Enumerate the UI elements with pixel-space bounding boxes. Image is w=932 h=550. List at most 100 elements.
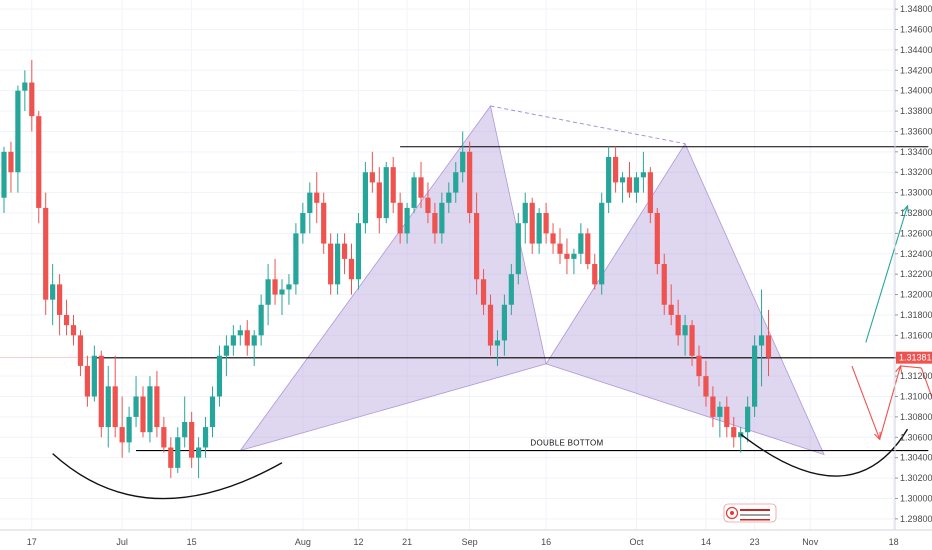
candle-body bbox=[15, 90, 21, 173]
candle-body bbox=[460, 151, 466, 173]
candle-body bbox=[43, 207, 49, 300]
candle bbox=[522, 192, 528, 244]
y-tick-label: 1.32200 bbox=[900, 269, 932, 279]
y-tick-label: 1.30600 bbox=[900, 432, 932, 442]
candle bbox=[98, 350, 104, 438]
y-tick-label: 1.31200 bbox=[900, 371, 932, 381]
down-path-arrow-segment[interactable] bbox=[851, 365, 880, 439]
harmonic-pattern-2 bbox=[545, 142, 825, 456]
candle bbox=[599, 192, 605, 295]
candle bbox=[335, 233, 341, 295]
candle bbox=[501, 294, 507, 356]
candle-body bbox=[29, 82, 35, 117]
right-bottom-arc[interactable] bbox=[740, 428, 909, 477]
candle bbox=[161, 416, 167, 453]
candle bbox=[105, 365, 111, 448]
candle-body bbox=[175, 437, 181, 468]
candle bbox=[717, 401, 723, 438]
candle bbox=[84, 355, 90, 407]
candle-body bbox=[613, 156, 619, 183]
drawings[interactable] bbox=[52, 206, 932, 504]
y-tick-label: 1.31600 bbox=[900, 330, 932, 340]
candle bbox=[147, 376, 153, 443]
annotations: DOUBLE BOTTOM bbox=[530, 438, 603, 447]
candle-body bbox=[105, 386, 111, 428]
candle-body bbox=[529, 202, 535, 244]
candle bbox=[696, 345, 702, 387]
candle bbox=[390, 156, 396, 214]
candle bbox=[619, 172, 626, 203]
candle-body bbox=[439, 202, 445, 234]
candle-body bbox=[376, 182, 382, 219]
x-tick-label: Aug bbox=[295, 537, 311, 547]
candle-body bbox=[154, 386, 160, 428]
x-tick-label: 16 bbox=[541, 537, 551, 547]
candle bbox=[216, 345, 223, 407]
candle-body bbox=[689, 325, 695, 356]
candle-body bbox=[494, 340, 501, 346]
candle bbox=[529, 197, 535, 254]
y-tick-label: 1.34400 bbox=[900, 45, 932, 55]
candle bbox=[613, 146, 619, 193]
down-path-arrow-segment[interactable] bbox=[920, 367, 932, 504]
candle-body bbox=[328, 243, 334, 285]
candle-body bbox=[355, 223, 362, 280]
candle bbox=[168, 437, 174, 479]
candle-body bbox=[758, 335, 765, 346]
y-tick-label: 1.33000 bbox=[900, 188, 932, 198]
y-tick-label: 1.31000 bbox=[900, 392, 932, 402]
candle bbox=[189, 411, 195, 468]
candle bbox=[731, 416, 737, 448]
candle-body bbox=[536, 213, 542, 244]
candle bbox=[508, 263, 514, 315]
candle-body bbox=[126, 416, 132, 443]
candle bbox=[536, 207, 542, 254]
candle-body bbox=[703, 376, 709, 397]
candle bbox=[223, 335, 229, 377]
horizontal-levels[interactable] bbox=[0, 146, 929, 452]
down-path-arrow-segment[interactable] bbox=[900, 365, 922, 369]
candle-body bbox=[501, 304, 507, 341]
candle-body bbox=[585, 233, 591, 264]
candle bbox=[314, 172, 320, 224]
candle bbox=[765, 309, 772, 377]
candle-body bbox=[286, 284, 292, 290]
candle bbox=[550, 223, 556, 254]
candle-body bbox=[467, 151, 473, 214]
candle bbox=[585, 228, 591, 270]
left-bottom-arc[interactable] bbox=[52, 453, 283, 500]
candle bbox=[467, 141, 473, 224]
y-tick-label: 1.32800 bbox=[900, 208, 932, 218]
candle-body bbox=[474, 213, 480, 280]
candle-body bbox=[397, 202, 403, 234]
candle bbox=[307, 182, 313, 234]
candle-body bbox=[731, 427, 737, 438]
candle-body bbox=[279, 289, 285, 295]
y-tick-label: 1.30000 bbox=[900, 493, 932, 503]
candle bbox=[355, 213, 362, 290]
candle-body bbox=[50, 284, 56, 300]
candle-body bbox=[119, 427, 125, 443]
candle-body bbox=[633, 177, 640, 193]
candle bbox=[689, 320, 695, 366]
candle-body bbox=[550, 233, 556, 244]
x-tick-label: 12 bbox=[353, 537, 363, 547]
candle-body bbox=[480, 279, 487, 305]
candle-body bbox=[647, 172, 653, 214]
candle bbox=[404, 202, 410, 244]
candle-body bbox=[300, 213, 306, 234]
candle bbox=[258, 294, 264, 346]
candle-body bbox=[564, 253, 570, 259]
candle bbox=[77, 330, 84, 377]
candle bbox=[564, 238, 570, 275]
down-path-arrow-segment[interactable] bbox=[879, 366, 901, 440]
candle-body bbox=[335, 243, 341, 285]
candle bbox=[209, 386, 216, 438]
y-tick-label: 1.32600 bbox=[900, 228, 932, 238]
candle bbox=[321, 192, 327, 254]
candle bbox=[196, 437, 202, 479]
up-arrow[interactable] bbox=[865, 206, 908, 343]
y-tick-label: 1.34200 bbox=[900, 65, 932, 75]
candle bbox=[348, 243, 355, 295]
